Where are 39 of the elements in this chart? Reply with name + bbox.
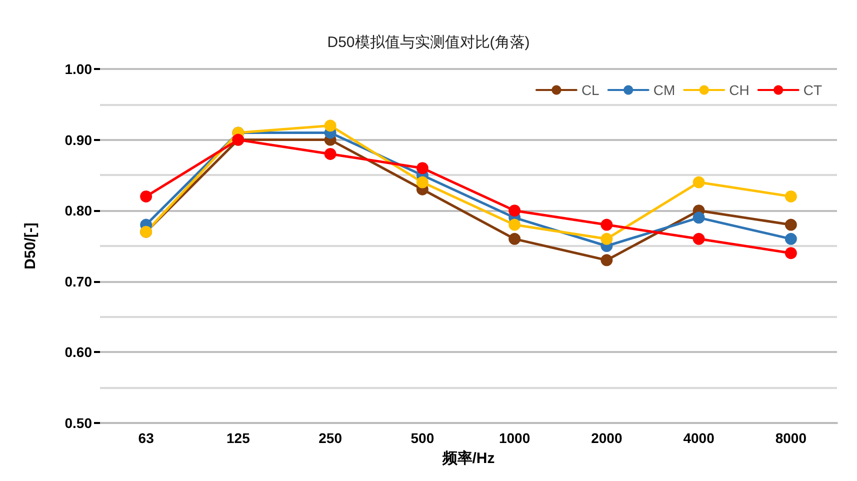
legend-label: CL: [581, 82, 600, 98]
point: [508, 218, 521, 231]
y-tick-label: 0.90: [64, 132, 92, 148]
x-tick-label: 500: [410, 430, 434, 446]
point: [600, 232, 613, 245]
x-tick-label: 125: [226, 430, 250, 446]
point: [416, 176, 428, 188]
point: [784, 218, 797, 231]
y-axis-title: D50/[-]: [22, 222, 39, 270]
point: [508, 232, 521, 245]
point: [692, 232, 705, 245]
y-tick-label: 0.60: [64, 344, 92, 360]
point: [140, 190, 152, 202]
x-tick-label: 1000: [498, 430, 530, 446]
x-tick-label: 8000: [775, 430, 807, 446]
point: [508, 204, 521, 217]
y-tick-label: 1.00: [64, 61, 92, 77]
chart-title: D50模拟值与实测值对比(角落): [327, 34, 530, 51]
legend-label: CM: [653, 82, 676, 98]
point: [600, 254, 613, 266]
point: [784, 190, 797, 202]
point: [324, 148, 336, 160]
point: [324, 120, 336, 132]
point: [784, 247, 797, 260]
point: [692, 176, 705, 188]
x-tick-label: 250: [318, 430, 342, 446]
legend-label: CT: [803, 82, 822, 98]
y-tick-label: 0.50: [64, 415, 92, 431]
point: [784, 232, 797, 245]
y-tick-label: 0.80: [64, 202, 92, 219]
y-tick-label: 0.70: [64, 273, 92, 290]
x-axis-title: 频率/Hz: [441, 449, 495, 467]
x-tick-label: 2000: [591, 430, 622, 446]
point: [692, 212, 705, 224]
point: [600, 218, 613, 231]
x-tick-label: 4000: [683, 430, 715, 446]
legend-label: CH: [729, 82, 750, 98]
x-tick-label: 63: [138, 430, 154, 446]
point: [416, 162, 428, 174]
